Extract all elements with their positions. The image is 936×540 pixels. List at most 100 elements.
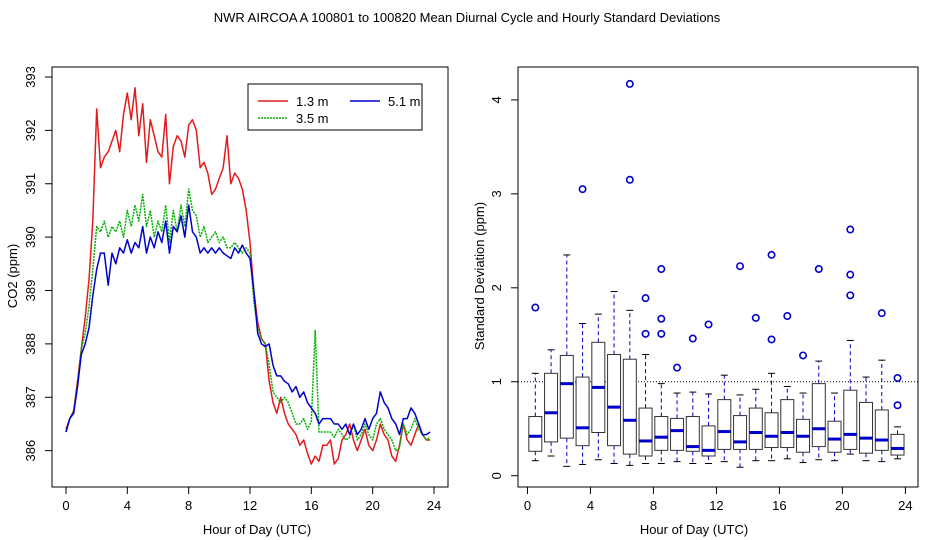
left-x-tick-label: 16 — [304, 498, 318, 513]
right-x-tick-label: 12 — [709, 498, 723, 513]
box-body — [748, 407, 763, 450]
right-x-axis-label: Hour of Day (UTC) — [640, 522, 748, 537]
box-body — [607, 354, 622, 447]
left-x-tick-label: 4 — [124, 498, 131, 513]
box-hour-19.5 — [827, 392, 842, 462]
right-plot-frame — [517, 66, 919, 488]
right-y-axis-label: Standard Deviation (ppm) — [472, 202, 487, 350]
box-outlier — [625, 79, 634, 88]
left-legend: 1.3 m 5.1 m 3.5 m — [247, 83, 423, 131]
box-body — [622, 358, 637, 455]
series-line-5-1m — [65, 204, 431, 436]
box-outlier — [736, 262, 745, 271]
left-x-tick-label: 0 — [62, 498, 69, 513]
box-hour-8.5 — [654, 265, 669, 465]
series-line-3-5m — [65, 188, 431, 452]
box-hour-18.5 — [811, 265, 826, 461]
box-outlier — [877, 309, 886, 318]
box-outlier — [893, 401, 902, 410]
box-outlier — [846, 270, 855, 279]
left-y-axis-label: CO2 (ppm) — [5, 244, 20, 308]
box-body — [559, 354, 574, 439]
right-x-tick-label: 4 — [587, 498, 594, 513]
legend-label: 1.3 m — [296, 94, 329, 109]
box-body — [575, 376, 590, 447]
left-x-tick-label: 12 — [243, 498, 257, 513]
box-hour-16.5 — [780, 311, 795, 460]
box-outlier — [799, 351, 808, 360]
box-body — [685, 416, 700, 452]
left-x-tick-label: 20 — [365, 498, 379, 513]
legend-box — [247, 83, 423, 131]
box-hour-13.5 — [733, 262, 748, 468]
box-body — [717, 399, 732, 450]
right-x-tick-label: 16 — [772, 498, 786, 513]
box-body — [733, 415, 748, 450]
box-hour-1.5 — [544, 349, 559, 457]
box-hour-9.5 — [670, 363, 685, 463]
box-outlier — [657, 329, 666, 338]
box-body — [764, 412, 779, 449]
right-x-tick-label: 0 — [524, 498, 531, 513]
box-hour-0.5 — [528, 303, 543, 462]
box-outlier — [783, 311, 792, 320]
box-outlier — [673, 363, 682, 372]
box-outlier — [767, 250, 776, 259]
left-panel-line-chart: Hour of Day (UTC) CO2 (ppm) 0 4 8 12 16 20 24 3… — [5, 66, 449, 537]
box-body — [843, 389, 858, 450]
box-outlier — [625, 175, 634, 184]
box-hour-7.5 — [638, 294, 653, 465]
box-outlier — [641, 329, 650, 338]
left-y-tick-label: 387 — [23, 386, 38, 408]
box-outlier — [767, 335, 776, 344]
legend-label: 3.5 m — [296, 111, 329, 126]
box-body — [827, 420, 842, 453]
box-outlier — [657, 314, 666, 323]
box-outlier — [641, 294, 650, 303]
box-hour-4.5 — [591, 313, 606, 461]
right-x-tick-label: 24 — [898, 498, 912, 513]
right-y-tick-label: 0 — [489, 472, 504, 479]
left-y-tick-label: 393 — [23, 66, 38, 88]
right-y-tick-label: 1 — [489, 378, 504, 385]
box-hour-11.5 — [701, 320, 716, 465]
box-hour-21.5 — [859, 376, 874, 462]
box-hour-23.5 — [890, 374, 905, 460]
box-body — [701, 425, 716, 457]
box-hour-6.5 — [622, 79, 637, 466]
box-body — [874, 409, 889, 451]
right-x-tick-label: 20 — [835, 498, 849, 513]
box-hour-2.5 — [559, 254, 574, 467]
left-y-tick-label: 386 — [23, 440, 38, 462]
box-hour-5.5 — [607, 291, 622, 465]
box-outlier — [531, 303, 540, 312]
right-y-tick-label: 2 — [489, 284, 504, 291]
left-y-tick-label: 389 — [23, 280, 38, 302]
left-x-axis-label: Hour of Day (UTC) — [203, 522, 311, 537]
box-outlier — [751, 313, 760, 322]
box-hour-12.5 — [717, 374, 732, 463]
left-y-tick-label: 392 — [23, 120, 38, 142]
right-x-tick-label: 8 — [650, 498, 657, 513]
left-x-tick-label: 8 — [185, 498, 192, 513]
left-x-tick-label: 24 — [427, 498, 441, 513]
left-y-tick-label: 391 — [23, 173, 38, 195]
figure-title: NWR AIRCOA A 100801 to 100820 Mean Diurn… — [214, 10, 721, 25]
box-body — [654, 416, 669, 451]
box-body — [670, 417, 685, 451]
box-hour-3.5 — [575, 185, 590, 465]
box-body — [890, 433, 905, 456]
box-hour-20.5 — [843, 225, 858, 455]
box-body — [544, 372, 559, 443]
box-outlier — [688, 334, 697, 343]
box-hour-22.5 — [874, 309, 889, 463]
box-outlier — [846, 225, 855, 234]
box-outlier — [578, 185, 587, 194]
left-y-tick-label: 388 — [23, 333, 38, 355]
box-hour-15.5 — [764, 250, 779, 462]
box-outlier — [657, 265, 666, 274]
right-y-tick-label: 4 — [489, 96, 504, 103]
right-panel-box-plot: Hour of Day (UTC) Standard Deviation (pp… — [472, 66, 919, 537]
box-outlier — [846, 291, 855, 300]
